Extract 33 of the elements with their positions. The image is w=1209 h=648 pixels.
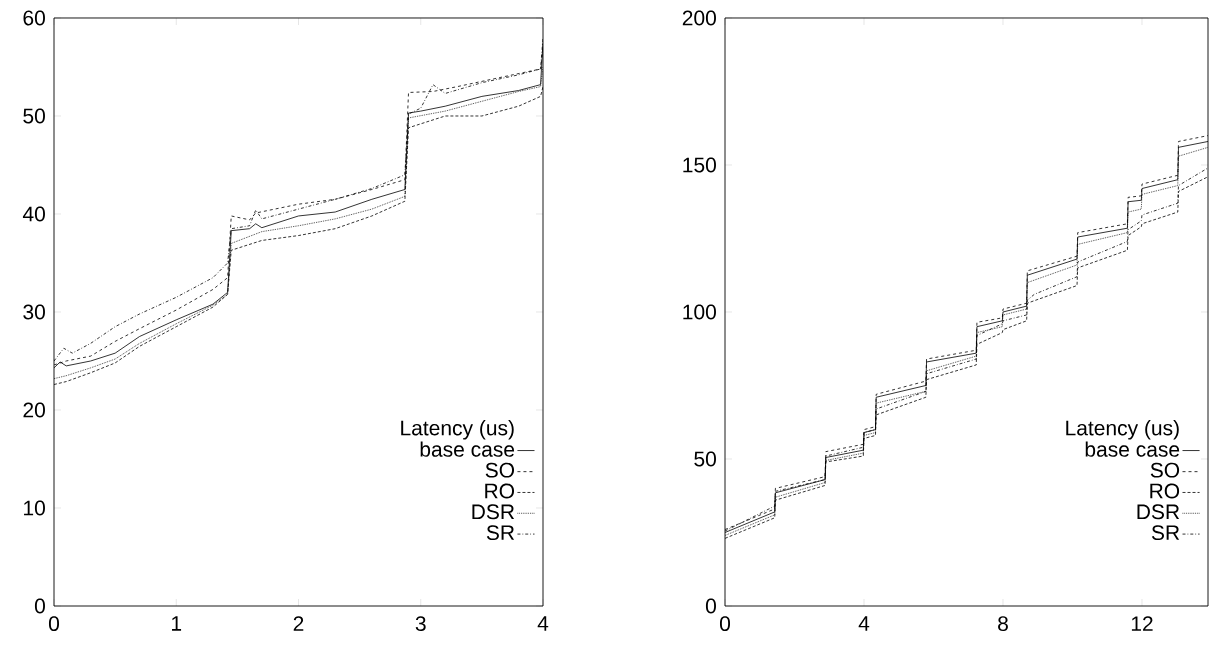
legend-label: SO [485,462,515,478]
y-tick-label: 0 [705,598,716,614]
x-tick-label: 8 [998,616,1008,632]
y-tick-label: 40 [22,206,45,222]
y-tick-label: 100 [683,304,716,320]
y-tick-label: 30 [23,304,45,320]
legend-label: RO [1150,483,1180,499]
y-tick-label: 10 [24,500,45,516]
y-tick-label: 0 [34,598,45,614]
legend-title: Latency (us) [401,420,514,440]
y-tick-label: 150 [683,157,716,173]
x-tick-label: 0 [719,616,731,632]
legend-label: base case [420,441,515,457]
y-tick-label: 200 [682,10,716,26]
x-tick-label: 1 [172,616,182,631]
y-tick-label: 50 [694,451,716,467]
legend-label: RO [485,483,515,499]
x-tick-label: 3 [415,616,426,632]
legend-label: DSR [1137,504,1180,520]
y-tick-label: 50 [23,108,45,124]
x-tick-label: 0 [48,616,60,632]
legend-label: DSR [472,504,515,520]
y-tick-label: 60 [23,10,45,26]
legend-label: base case [1085,441,1180,457]
legend-label: SR [486,525,515,541]
legend-label: SO [1150,462,1180,478]
legend-label: SR [1151,525,1180,541]
x-tick-label: 12 [1131,616,1153,631]
x-tick-label: 4 [537,616,549,631]
x-tick-label: 2 [293,616,304,631]
x-tick-label: 4 [858,616,870,631]
y-tick-label: 20 [23,402,45,418]
legend-title: Latency (us) [1066,420,1179,440]
